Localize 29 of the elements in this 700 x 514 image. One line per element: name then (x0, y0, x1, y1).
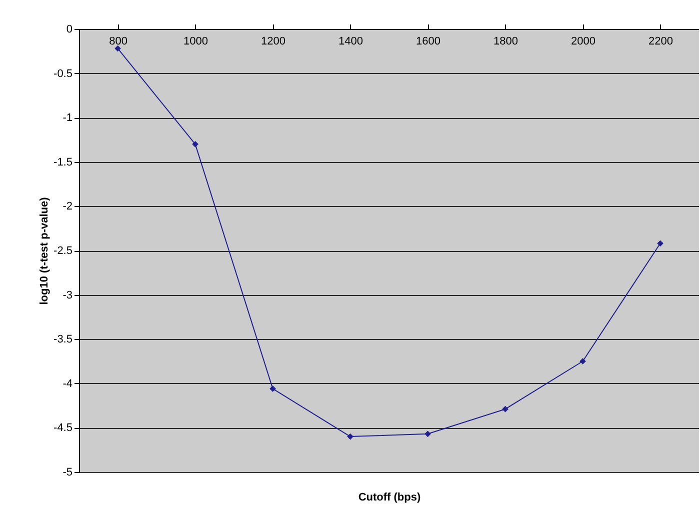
y-tick-label: -5 (62, 466, 72, 478)
point (657, 240, 664, 247)
point (347, 433, 354, 440)
x-tick-label: 2200 (648, 36, 673, 48)
x-tick-label: 1600 (416, 36, 440, 48)
point (424, 430, 431, 438)
y-tick-label: -0.5 (54, 68, 72, 80)
y-axis-title: log10 (t-test p-value) (38, 196, 51, 305)
point (580, 358, 586, 364)
x-tick-label: 1200 (261, 36, 286, 48)
y-tick-label: -2 (62, 200, 72, 213)
y-tick-label: 0 (66, 24, 72, 36)
point (270, 386, 276, 392)
y-tick-label: -4 (62, 378, 72, 390)
x-tick-label: 1400 (338, 36, 363, 48)
x-tick-label: 800 (109, 36, 128, 48)
x-tick-label: 2000 (571, 36, 596, 48)
y-tick-label: -3.5 (54, 334, 72, 346)
y-tick-label: -1 (62, 112, 72, 124)
point (114, 45, 121, 52)
x-tick-label: 1000 (184, 36, 208, 48)
x-axis-title: Cutoff (bps) (358, 492, 421, 504)
x-tick-label: 1800 (494, 36, 518, 48)
y-tick-label: -2.5 (54, 245, 72, 257)
y-tick-label: -3 (62, 289, 72, 302)
point (192, 141, 198, 148)
y-tick-label: -1.5 (54, 156, 72, 168)
y-tick-label: -4.5 (54, 422, 72, 434)
point (502, 406, 508, 412)
